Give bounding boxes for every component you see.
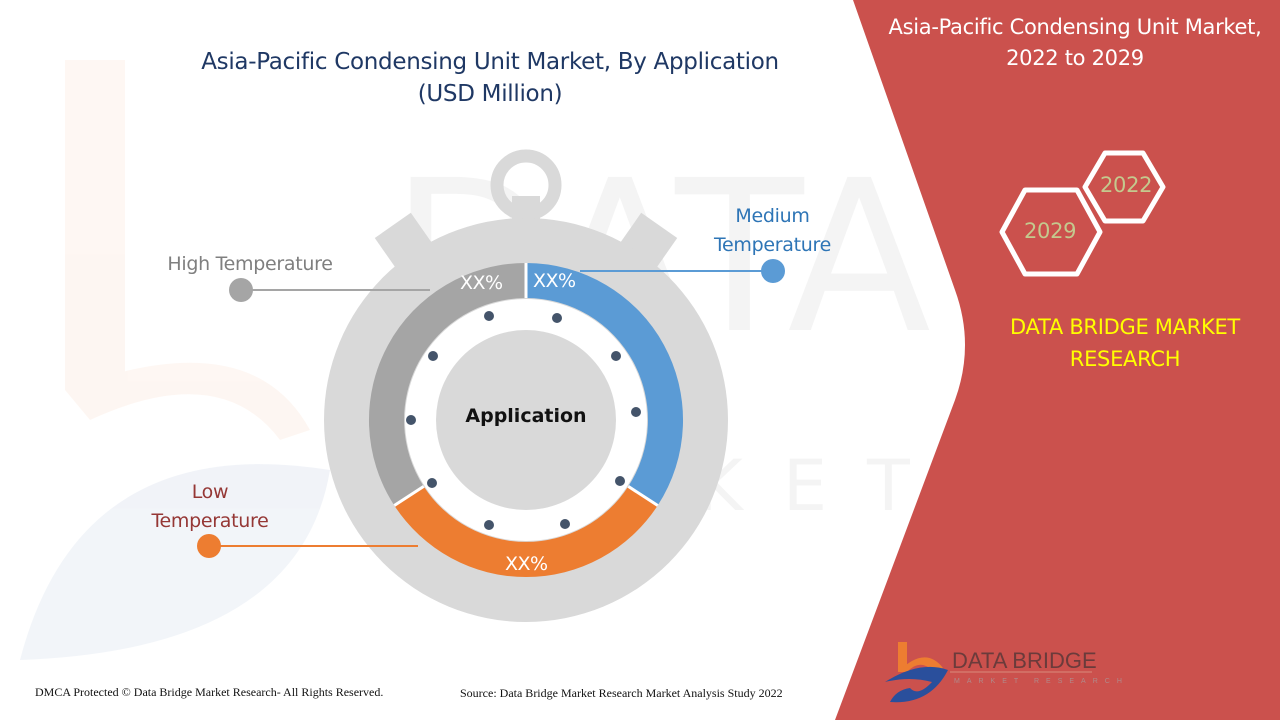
marker-medium [761,259,785,283]
value-label-high-temperature: XX% [460,272,503,294]
year-end-label: 2029 [1024,219,1077,243]
tick-dots [406,311,641,530]
source-text: Source: Data Bridge Market Research Mark… [460,686,783,700]
side-panel-title: Asia-Pacific Condensing Unit Market, 202… [870,12,1280,74]
legend-label-medium-line2: Temperature [713,234,832,256]
legend-label-medium-line1: Medium [735,205,810,227]
side-panel-title-line2: 2022 to 2029 [1006,46,1144,70]
side-panel-title-line1: Asia-Pacific Condensing Unit Market, [888,15,1262,39]
chart-title-line2: (USD Million) [417,81,563,107]
legend-label-low-line2: Temperature [151,510,269,532]
brand-name-line1: DATA BRIDGE MARKET [1010,315,1240,339]
segment-low-temperature [394,486,658,578]
value-label-medium-temperature: XX% [533,270,576,292]
value-label-low-temperature: XX% [505,553,548,575]
brand-name-line2: RESEARCH [1069,347,1181,371]
legend-label-low-line1: Low [191,481,229,503]
logo-subtext: MARKET RESEARCH [954,678,1129,685]
brand-name: DATA BRIDGE MARKET RESEARCH [985,311,1265,375]
logo-text: DATA BRIDGE [952,648,1097,673]
legend-label-high-temperature: High Temperature [167,253,333,275]
chart-title: Asia-Pacific Condensing Unit Market, By … [180,46,800,110]
stopwatch [324,149,728,622]
segment-high-temperature [368,262,526,506]
copyright-text: DMCA Protected © Data Bridge Market Rese… [35,685,384,699]
logo-icon [885,642,1092,703]
legend-label-low-temperature: Low Temperature [130,478,290,536]
marker-low [197,534,221,558]
hexagon-2022 [1082,150,1166,224]
marker-high [229,278,253,302]
legend-label-medium-temperature: Medium Temperature [690,202,855,260]
year-start-label: 2022 [1100,173,1153,197]
center-label: Application [465,405,587,427]
chart-title-line1: Asia-Pacific Condensing Unit Market, By … [201,49,779,75]
side-panel [835,0,1280,720]
segment-medium-temperature [526,263,684,506]
hexagon-2029 [999,187,1103,277]
